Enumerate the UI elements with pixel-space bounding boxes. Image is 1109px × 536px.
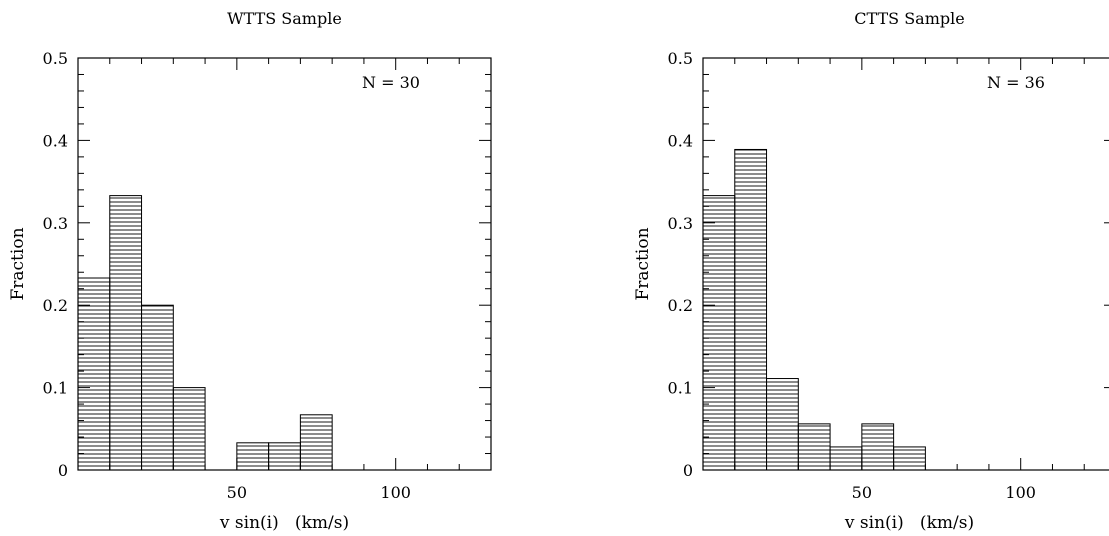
- chart-2-bar: [893, 446, 926, 470]
- chart-2-bar: [797, 423, 831, 470]
- chart-1-annotation: N = 30: [362, 73, 420, 92]
- chart-1-bar: [268, 442, 301, 470]
- chart-2-bar: [734, 148, 768, 470]
- chart-2-bars: [703, 148, 926, 470]
- chart-2-y-tick-label: 0.4: [668, 131, 693, 150]
- chart-1-y-tick-label: 0.1: [43, 379, 68, 398]
- chart-1-y-tick-label: 0.2: [43, 296, 68, 315]
- chart-2-bar: [829, 446, 863, 470]
- chart-1-y-axis-label: Fraction: [8, 227, 28, 300]
- chart-2-title: CTTS Sample: [854, 9, 964, 28]
- chart-1-x-tick-label: 100: [380, 483, 411, 502]
- chart-1-y-tick-label: 0.4: [43, 131, 68, 150]
- chart-2-x-tick-label: 100: [1005, 483, 1036, 502]
- chart-1-x-axis-label: v sin(i) (km/s): [219, 513, 349, 533]
- chart-2-y-tick-label: 0.2: [668, 296, 693, 315]
- chart-2-y-axis-label: Fraction: [633, 227, 653, 300]
- chart-1-bar: [236, 442, 270, 470]
- chart-2-y-tick-label: 0: [683, 461, 693, 480]
- chart-1-bar: [172, 387, 206, 470]
- chart-2-x-tick-label: 50: [852, 483, 872, 502]
- chart-1: 50 100 0 0.1 0.2 0.3 0.4 0.5 WTTS Sample v sin(i)…: [8, 9, 492, 533]
- chart-2-x-axis-label: v sin(i) (km/s): [844, 513, 974, 533]
- chart-2-y-tick-label: 0.3: [668, 214, 693, 233]
- chart-1-x-tick-label: 50: [227, 483, 247, 502]
- chart-2-bar: [861, 423, 895, 470]
- chart-1-frame: [77, 57, 492, 471]
- chart-1-y-tick-label: 0.5: [43, 49, 68, 68]
- chart-2-y-tick-label: 0.1: [668, 379, 693, 398]
- chart-1-bar: [141, 304, 174, 470]
- chart-1-title: WTTS Sample: [227, 9, 342, 28]
- chart-1-y-tick-label: 0.3: [43, 214, 68, 233]
- chart-1-bar: [109, 195, 143, 470]
- chart-2-bar: [703, 195, 736, 470]
- chart-1-y-tick-label: 0: [58, 461, 68, 480]
- chart-2-annotation: N = 36: [987, 73, 1045, 92]
- chart-2-y-tick-label: 0.5: [668, 49, 693, 68]
- chart-2-frame: [702, 57, 1109, 471]
- chart-2: 50 100 0 0.1 0.2 0.3 0.4 0.5 CTTS Sample v sin(i)…: [633, 9, 1109, 533]
- chart-2-bar: [766, 378, 799, 470]
- chart-1-bars: [78, 195, 333, 470]
- chart-1-bar: [78, 277, 111, 470]
- chart-1-bar: [299, 414, 333, 470]
